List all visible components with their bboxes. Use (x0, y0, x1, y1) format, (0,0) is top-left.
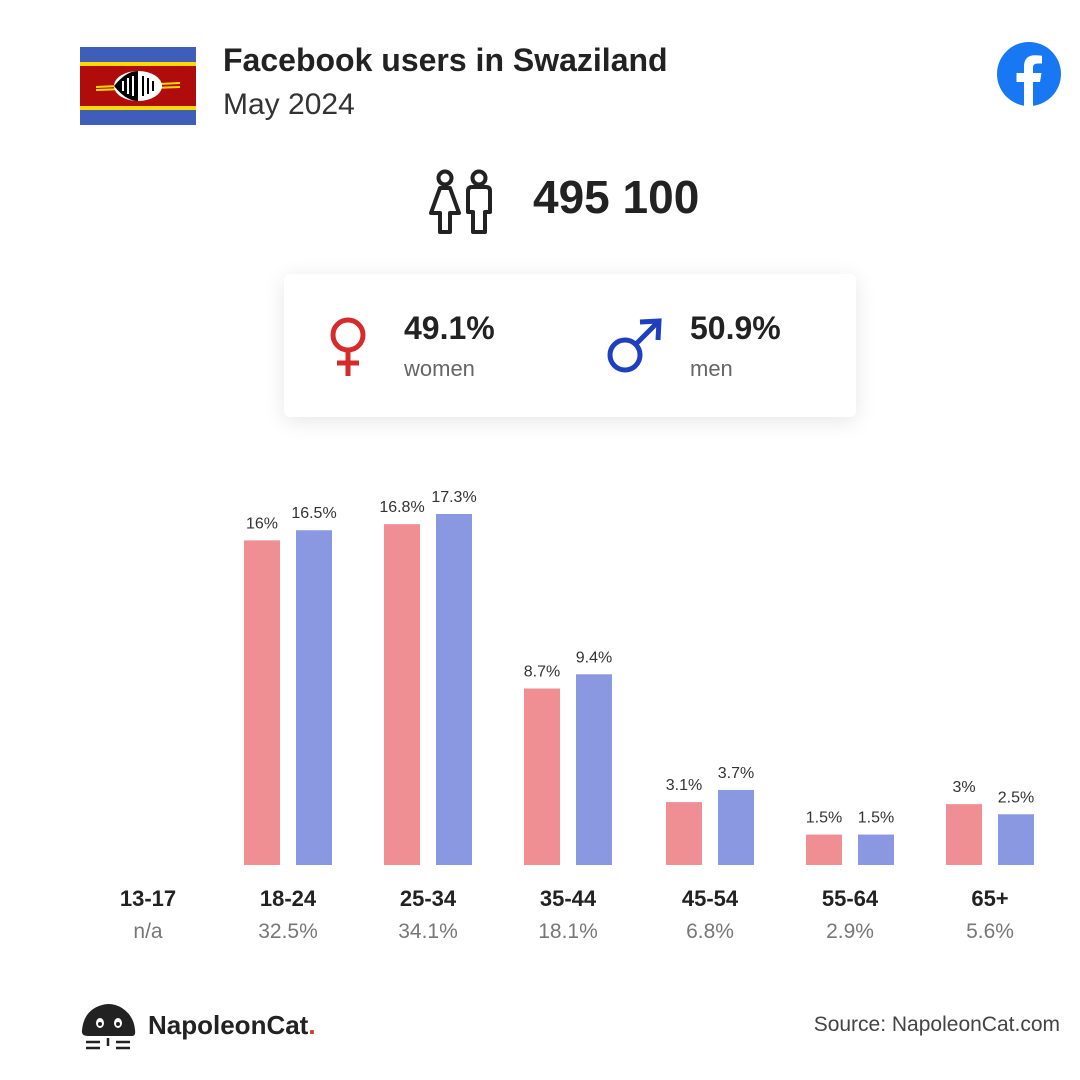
page-title: Facebook users in Swaziland (223, 42, 668, 78)
brand-name: NapoleonCat (148, 1010, 309, 1040)
data-label-men-45-54: 3.7% (718, 765, 754, 782)
male-icon (606, 318, 664, 379)
age-group-label: 45-54 (682, 886, 739, 911)
bar-men-55-64 (858, 834, 894, 865)
brand-dot: . (308, 1010, 316, 1040)
gender-split-card: 49.1% women 50.9% men (284, 274, 856, 417)
data-label-men-55-64: 1.5% (858, 810, 894, 827)
swaziland-flag (80, 47, 196, 125)
data-label-women-45-54: 3.1% (666, 777, 702, 794)
bar-women-25-34 (384, 524, 420, 865)
age-group-total: 18.1% (538, 920, 598, 943)
age-group-label: 55-64 (822, 886, 879, 911)
napoleoncat-brand: NapoleonCat. (148, 1010, 316, 1041)
bar-women-35-44 (524, 688, 560, 865)
women-label: women (404, 356, 475, 381)
data-label-men-35-44: 9.4% (576, 649, 612, 666)
bar-men-25-34 (436, 514, 472, 865)
men-percentage: 50.9% (690, 310, 781, 346)
facebook-icon (997, 42, 1061, 106)
bar-women-45-54 (666, 802, 702, 865)
women-percentage: 49.1% (404, 310, 495, 346)
users-icon (428, 168, 498, 236)
page-subtitle: May 2024 (223, 88, 355, 121)
data-label-women-35-44: 8.7% (524, 663, 560, 680)
age-group-total: 2.9% (826, 920, 874, 943)
bar-men-18-24 (296, 530, 332, 865)
bar-men-45-54 (718, 789, 754, 865)
bar-men-35-44 (576, 674, 612, 865)
data-label-women-55-64: 1.5% (806, 810, 842, 827)
age-group-label: 18-24 (260, 886, 317, 911)
age-group-label: 25-34 (400, 886, 457, 911)
men-label: men (690, 356, 733, 381)
age-group-total: 34.1% (398, 920, 458, 943)
total-users-value: 495 100 (533, 171, 700, 223)
bar-women-55-64 (806, 834, 842, 865)
data-label-men-18-24: 16.5% (291, 505, 336, 522)
source-credit: Source: NapoleonCat.com (813, 1013, 1060, 1036)
data-label-women-18-24: 16% (246, 515, 278, 532)
data-label-men-25-34: 17.3% (431, 489, 476, 506)
data-label-women-65+: 3% (952, 779, 975, 796)
age-group-label: 13-17 (120, 886, 176, 911)
female-icon (328, 316, 368, 383)
age-group-label: 35-44 (540, 886, 597, 911)
bar-women-18-24 (244, 540, 280, 865)
napoleoncat-logo-icon (78, 1000, 138, 1052)
age-group-total: n/a (133, 920, 163, 943)
age-group-total: 32.5% (258, 920, 318, 943)
data-label-men-65+: 2.5% (998, 789, 1034, 806)
bar-men-65+ (998, 814, 1034, 865)
age-group-total: 6.8% (686, 920, 734, 943)
bar-women-65+ (946, 804, 982, 865)
age-group-total: 5.6% (966, 920, 1014, 943)
data-label-women-25-34: 16.8% (379, 499, 424, 516)
age-group-label: 65+ (971, 886, 1008, 911)
age-gender-bar-chart: 13-17 n/a 16% 16.5% 18-24 32.5% 16.8% 17.3% 25-3… (120, 489, 1034, 943)
